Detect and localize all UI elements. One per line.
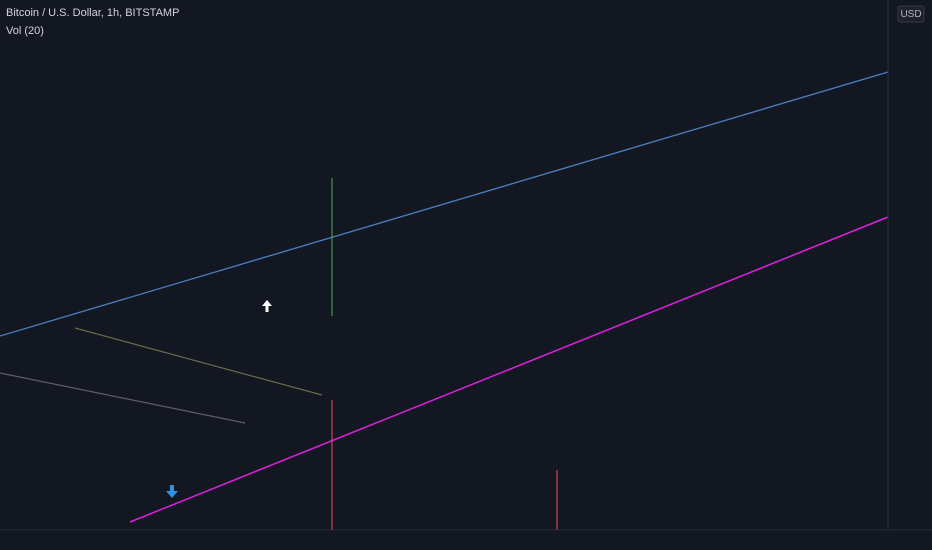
down-arrow [166, 485, 178, 498]
chart-title: Bitcoin / U.S. Dollar, 1h, BITSTAMP [6, 7, 179, 19]
indicator-label: Vol (20) [6, 25, 44, 37]
channel-line [0, 372, 246, 424]
annotations [166, 300, 272, 498]
upper-trendline [0, 71, 889, 337]
drawings [0, 71, 889, 530]
lower-trendline [129, 216, 889, 523]
currency-box[interactable] [897, 5, 925, 23]
channel-line [74, 327, 323, 396]
currency[interactable]: USD [900, 9, 921, 20]
up-arrow [262, 300, 272, 312]
price-axis [888, 0, 932, 530]
